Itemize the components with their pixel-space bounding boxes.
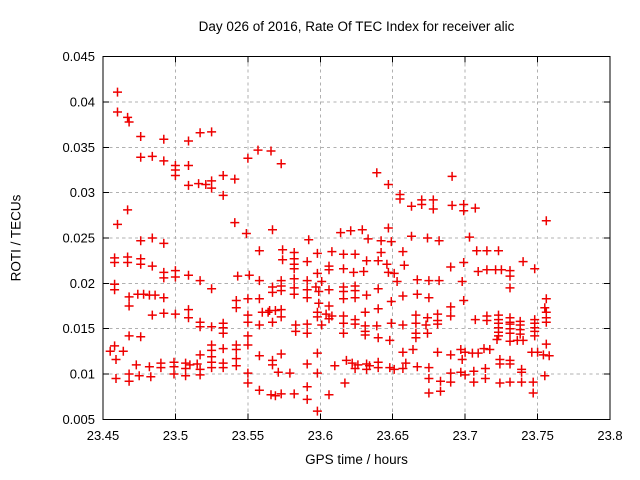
x-tick-label: 23.45 xyxy=(87,428,120,443)
y-tick-label: 0.025 xyxy=(62,231,95,246)
x-tick-label: 23.8 xyxy=(597,428,622,443)
scatter-points xyxy=(105,87,554,416)
y-axis-label: ROTI / TECUs xyxy=(8,194,24,282)
x-tick-label: 23.75 xyxy=(521,428,554,443)
y-tick-label: 0.03 xyxy=(70,185,95,200)
x-tick-label: 23.5 xyxy=(163,428,188,443)
y-tick-label: 0.035 xyxy=(62,140,95,155)
chart-title: Day 026 of 2016, Rate Of TEC Index for r… xyxy=(198,19,515,34)
y-tick-label: 0.015 xyxy=(62,321,95,336)
y-tick-label: 0.01 xyxy=(70,366,95,381)
x-tick-label: 23.55 xyxy=(232,428,265,443)
x-axis-label: GPS time / hours xyxy=(305,452,408,467)
y-tick-label: 0.04 xyxy=(70,95,95,110)
x-tick-label: 23.6 xyxy=(308,428,333,443)
y-tick-label: 0.005 xyxy=(62,412,95,427)
x-tick-label: 23.65 xyxy=(376,428,409,443)
y-tick-label: 0.02 xyxy=(70,276,95,291)
y-tick-label: 0.045 xyxy=(62,49,95,64)
x-tick-label: 23.7 xyxy=(452,428,477,443)
